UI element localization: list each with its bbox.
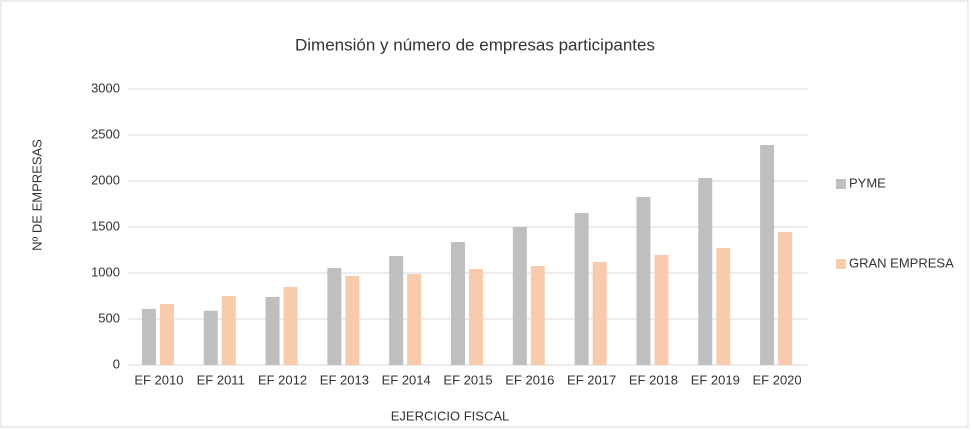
bar — [345, 276, 360, 365]
bar — [574, 213, 589, 365]
legend-swatch — [836, 259, 846, 269]
y-tick-label: 1000 — [91, 264, 120, 279]
legend-label: PYME — [849, 175, 886, 190]
x-tick-label: EF 2012 — [258, 372, 307, 387]
bar — [159, 304, 174, 365]
bar — [778, 231, 793, 365]
bar — [451, 241, 465, 365]
x-tick-label: EF 2011 — [197, 372, 245, 387]
y-tick-label: 0 — [113, 356, 120, 371]
bar — [141, 308, 156, 365]
bar — [469, 269, 483, 365]
bar — [407, 274, 422, 365]
x-tick-label: EF 2015 — [443, 372, 492, 387]
bar — [530, 266, 545, 365]
x-tick-label: EF 2017 — [567, 372, 616, 387]
y-tick-label: 2000 — [91, 172, 120, 187]
y-tick-label: 2500 — [91, 126, 120, 141]
x-tick-label: EF 2018 — [629, 372, 678, 387]
bar — [327, 267, 342, 365]
bar — [760, 145, 775, 365]
legend-swatch — [836, 179, 846, 189]
x-tick-label: EF 2019 — [691, 372, 740, 387]
x-tick-label: EF 2016 — [505, 372, 554, 387]
x-tick-label: EF 2014 — [382, 372, 431, 387]
bar — [203, 310, 218, 365]
x-tick-label: EF 2013 — [320, 372, 369, 387]
bar — [698, 177, 713, 365]
bar — [389, 255, 404, 365]
bar — [636, 197, 651, 365]
x-axis-label: EJERCICIO FISCAL — [391, 408, 509, 423]
y-tick-label: 500 — [98, 310, 120, 325]
bar — [283, 286, 298, 365]
chart-title: Dimensión y número de empresas participa… — [295, 35, 655, 54]
x-tick-label: EF 2010 — [134, 372, 183, 387]
bar — [716, 247, 731, 365]
y-tick-label: 3000 — [91, 80, 120, 95]
y-tick-label: 1500 — [91, 218, 120, 233]
y-axis-label: Nº DE EMPRESAS — [29, 139, 44, 251]
x-tick-label: EF 2020 — [753, 372, 802, 387]
bar — [265, 296, 280, 365]
legend-label: GRAN EMPRESA — [849, 255, 954, 270]
bar — [654, 254, 669, 365]
bar — [592, 261, 607, 365]
bar — [512, 227, 527, 365]
bar — [221, 296, 236, 365]
